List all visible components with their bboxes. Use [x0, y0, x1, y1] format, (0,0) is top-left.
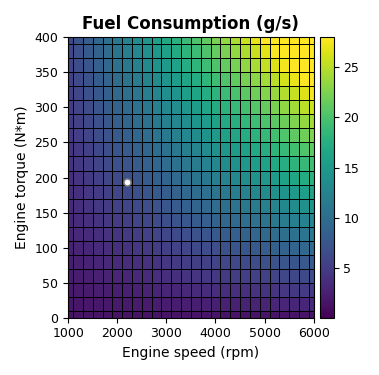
X-axis label: Engine speed (rpm): Engine speed (rpm)	[122, 346, 260, 360]
Title: Fuel Consumption (g/s): Fuel Consumption (g/s)	[83, 15, 299, 33]
Y-axis label: Engine torque (N*m): Engine torque (N*m)	[15, 106, 29, 249]
